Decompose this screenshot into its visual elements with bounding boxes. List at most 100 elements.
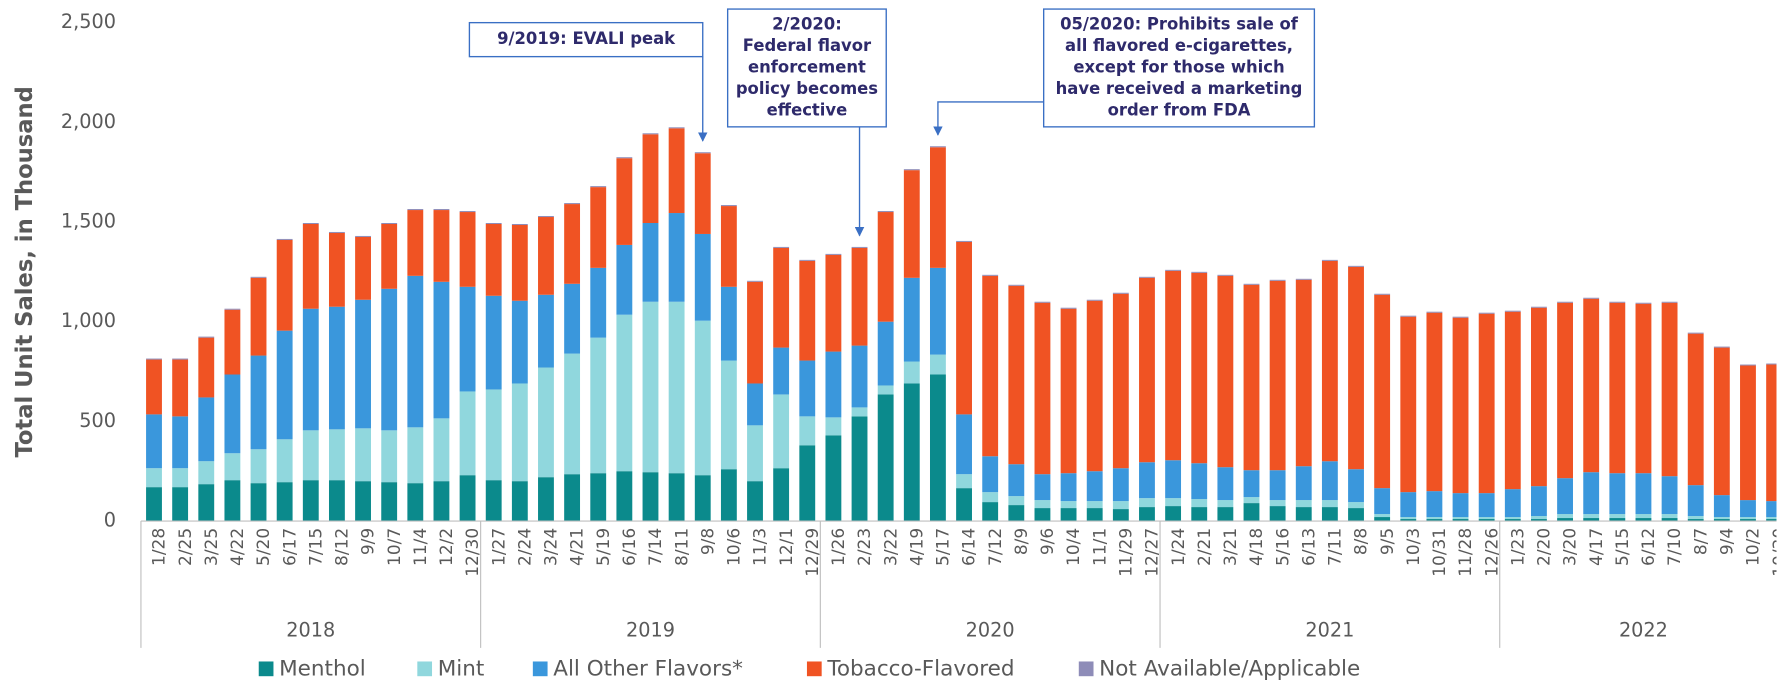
bar-segment (1217, 507, 1234, 522)
bar-segment (668, 128, 685, 214)
bar-segment (1661, 518, 1678, 522)
bar-segment (146, 359, 162, 415)
bar-segment (851, 246, 868, 248)
bar-segment (590, 267, 607, 338)
bar-segment (1217, 275, 1234, 468)
bar-segment (538, 477, 554, 522)
bar-segment (224, 308, 241, 310)
annotation-text: policy becomes (736, 79, 878, 98)
bar-segment (1766, 519, 1777, 522)
bar-segment (224, 309, 241, 375)
bar-segment (1243, 470, 1260, 498)
x-tick-label: 6/12 (1639, 528, 1659, 566)
plot-area: 0 500 1,000 1,500 2,000 2,500 1/28 2/25 3/25 4/22… (61, 8, 1777, 681)
bar-segment (956, 240, 972, 242)
bar-segment (1348, 265, 1364, 267)
bar-segment (1060, 307, 1077, 309)
bar-segment (1504, 519, 1521, 522)
bar-segment (276, 330, 293, 440)
bar-segment (642, 472, 659, 522)
x-tick-label: 10/6 (725, 528, 745, 566)
bar-segment (276, 439, 293, 483)
x-tick-label: 10/2 (1744, 528, 1764, 566)
bar-segment (982, 275, 999, 457)
bar-segment (1687, 485, 1704, 517)
bar-segment (1243, 497, 1260, 504)
bar-segment (1348, 502, 1364, 509)
bar-segment (1191, 499, 1208, 508)
bar-segment (328, 480, 345, 522)
bar-segment (1426, 517, 1443, 520)
bar-segment (1766, 364, 1777, 502)
bar-segment (328, 306, 345, 430)
bar-segment (564, 204, 581, 284)
bar-segment (1478, 519, 1495, 522)
legend-label: Mint (438, 656, 485, 681)
bar-segment (459, 286, 476, 392)
bar-segment (1426, 519, 1443, 522)
bar-segment (720, 360, 737, 470)
legend-label: All Other Flavors* (553, 656, 743, 681)
bar-segment (747, 281, 763, 384)
bar-segment (1583, 518, 1600, 522)
bar-segment (198, 336, 215, 338)
bar-segment (929, 354, 946, 375)
bar-segment (198, 337, 215, 398)
x-tick-label: 5/20 (254, 528, 274, 566)
bar-segment (1635, 302, 1652, 304)
bar-segment (172, 359, 189, 417)
bar-segment (1740, 517, 1756, 520)
bar-segment (564, 474, 581, 522)
y-tick-label: 1,500 (61, 210, 116, 233)
legend-label: Not Available/Applicable (1099, 656, 1360, 681)
x-tick-label: 12/27 (1143, 528, 1163, 577)
bar-segment (1531, 306, 1547, 308)
bar-segment (903, 277, 920, 362)
x-tick-label: 7/11 (1326, 528, 1346, 566)
bar-segment (825, 435, 842, 522)
bar-segment (381, 288, 398, 431)
x-tick-label: 1/26 (829, 528, 849, 566)
x-tick-label: 6/14 (960, 528, 980, 566)
bar-segment (1165, 498, 1182, 507)
bar-segment (694, 153, 711, 234)
group-label: 2022 (1619, 618, 1668, 641)
bar-segment (616, 157, 633, 159)
bar-segment (616, 314, 633, 472)
bar-segment (511, 300, 528, 384)
bar-segment (198, 484, 215, 522)
bar-segment (851, 416, 868, 522)
annotation-text: 9/2019: EVALI peak (497, 29, 676, 48)
bar-segment (799, 260, 816, 361)
bar-segment (642, 223, 659, 302)
bar-segment (1374, 293, 1391, 295)
bar-segment (1687, 519, 1704, 522)
bar-segment (433, 418, 450, 482)
bar-segment (1557, 518, 1573, 522)
bar-segment (773, 394, 790, 469)
bar-segment (485, 480, 502, 522)
x-tick-label: 10/30 (1770, 528, 1777, 577)
annotation-text: except for those which (1073, 57, 1284, 76)
bar-segment (851, 247, 868, 346)
bar-segment (720, 205, 737, 207)
bar-segment (1295, 500, 1312, 508)
bar-segment (720, 206, 737, 287)
bar-segment (1531, 516, 1547, 520)
x-tick-label: 9/9 (359, 528, 379, 555)
bar-segment (198, 461, 215, 485)
bar-segment (1034, 302, 1051, 475)
bar-segment (1243, 283, 1260, 285)
bar-segment (328, 231, 345, 233)
x-tick-label: 9/4 (1718, 528, 1738, 555)
bar-segment (1452, 519, 1469, 522)
bar-segment (1139, 462, 1155, 499)
bar-segment (1008, 505, 1025, 522)
bar-segment (1478, 493, 1495, 518)
bar-segment (1165, 269, 1182, 271)
bar-segment (1165, 460, 1182, 499)
x-tick-label: 6/13 (1299, 528, 1319, 566)
bar-segment (1374, 294, 1391, 489)
bar-segment (1243, 503, 1260, 522)
bar-segment (929, 147, 946, 268)
